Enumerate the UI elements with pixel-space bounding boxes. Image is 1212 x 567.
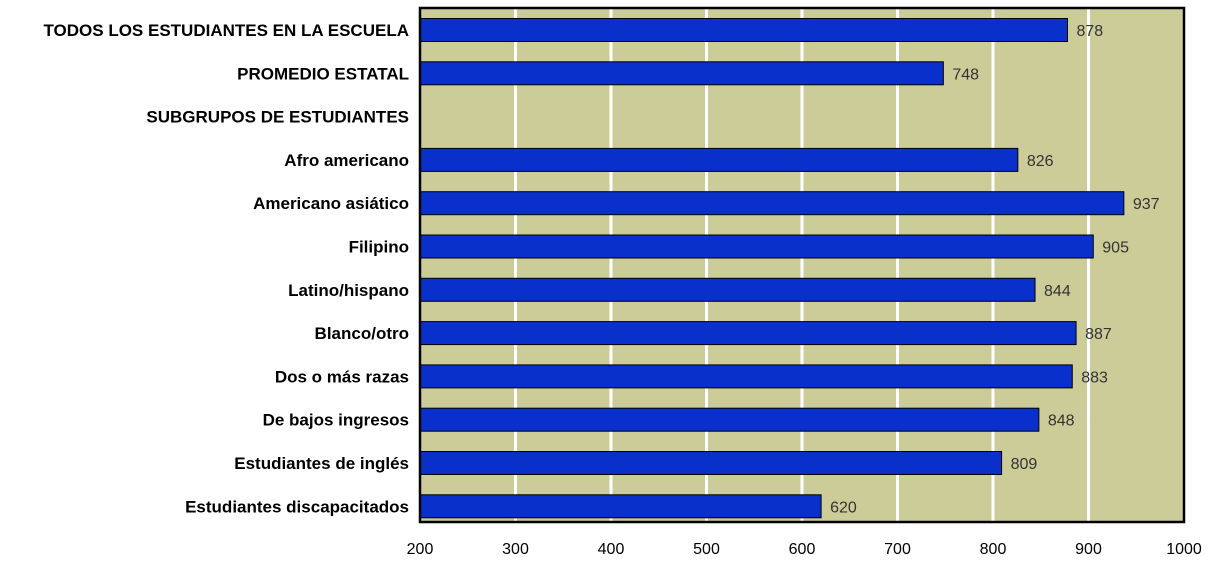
gridlines bbox=[514, 8, 1090, 522]
bar bbox=[419, 61, 944, 86]
category-label: Estudiantes discapacitados bbox=[185, 497, 409, 516]
x-tick-label: 1000 bbox=[1166, 541, 1202, 558]
value-label: 887 bbox=[1085, 326, 1112, 343]
x-tick-label: 400 bbox=[598, 541, 625, 558]
bar bbox=[419, 277, 1036, 302]
value-labels: 878 748 826 937 905 844 887 883 848 809 620 bbox=[830, 23, 1160, 516]
bar bbox=[419, 234, 1094, 259]
bar bbox=[419, 147, 1019, 172]
category-label: Afro americano bbox=[284, 151, 409, 170]
value-label: 848 bbox=[1048, 413, 1075, 430]
value-label: 844 bbox=[1044, 283, 1071, 300]
x-tick-label: 300 bbox=[502, 541, 529, 558]
category-labels: TODOS LOS ESTUDIANTES EN LA ESCUELA PROME… bbox=[43, 21, 409, 516]
bar bbox=[419, 494, 822, 519]
x-axis-tick-labels: 200 300 400 500 600 700 800 900 1000 bbox=[407, 541, 1202, 558]
category-label: Americano asiático bbox=[253, 194, 409, 213]
category-label: PROMEDIO ESTATAL bbox=[237, 64, 409, 83]
category-label: Filipino bbox=[349, 238, 409, 257]
x-tick-label: 600 bbox=[789, 541, 816, 558]
category-label: TODOS LOS ESTUDIANTES EN LA ESCUELA bbox=[43, 21, 409, 40]
value-label: 883 bbox=[1081, 369, 1108, 386]
bar bbox=[419, 321, 1077, 346]
x-tick-label: 800 bbox=[980, 541, 1007, 558]
category-label: Dos o más razas bbox=[275, 367, 409, 386]
category-label: Estudiantes de inglés bbox=[234, 454, 409, 473]
x-tick-label: 500 bbox=[693, 541, 720, 558]
value-label: 905 bbox=[1102, 240, 1129, 257]
category-label: SUBGRUPOS DE ESTUDIANTES bbox=[146, 108, 409, 127]
bar bbox=[419, 364, 1073, 389]
plot-frame bbox=[418, 6, 1186, 524]
value-label: 937 bbox=[1133, 196, 1160, 213]
category-label: Latino/hispano bbox=[288, 281, 409, 300]
x-tick-label: 900 bbox=[1075, 541, 1102, 558]
value-label: 809 bbox=[1011, 456, 1038, 473]
x-tick-label: 700 bbox=[884, 541, 911, 558]
bar bbox=[419, 407, 1040, 432]
value-label: 620 bbox=[830, 499, 857, 516]
value-label: 748 bbox=[952, 66, 979, 83]
x-tick-label: 200 bbox=[407, 541, 434, 558]
category-label: De bajos ingresos bbox=[263, 411, 409, 430]
bar bbox=[419, 18, 1068, 42]
category-label: Blanco/otro bbox=[315, 324, 409, 343]
bar bbox=[419, 191, 1125, 216]
value-label: 826 bbox=[1027, 153, 1054, 170]
value-label: 878 bbox=[1076, 23, 1103, 40]
bars bbox=[419, 18, 1125, 519]
bar bbox=[419, 451, 1003, 475]
